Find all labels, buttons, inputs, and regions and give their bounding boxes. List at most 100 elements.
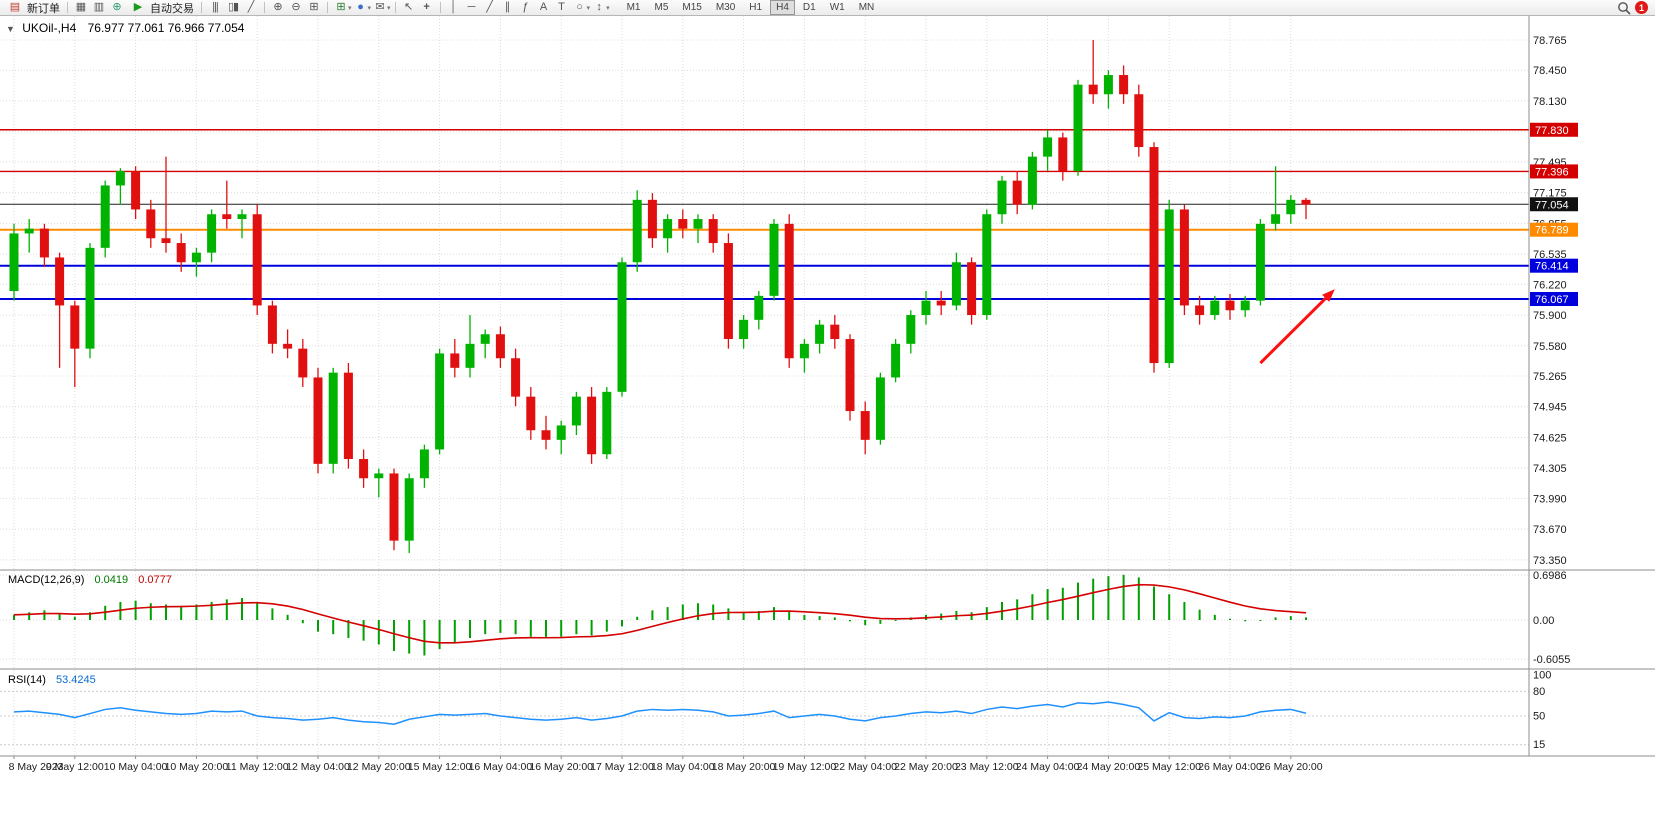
trendline-icon[interactable] <box>481 0 499 15</box>
axis-label: 77.396 <box>1535 166 1569 178</box>
world-icon[interactable] <box>108 0 126 15</box>
timeframe-H1[interactable]: H1 <box>749 2 763 13</box>
axis-label: 78.130 <box>1533 96 1567 108</box>
crosshair-icon[interactable] <box>418 0 436 15</box>
time-axis[interactable] <box>0 756 1655 824</box>
axis-label: 15 <box>1533 739 1545 751</box>
axis-label: 77.054 <box>1535 199 1569 211</box>
chevron-down-icon[interactable]: ▾ <box>387 4 391 12</box>
timeframe-D1[interactable]: D1 <box>802 2 816 13</box>
axis-label: 22 May 04:00 <box>833 761 897 773</box>
print-icon[interactable] <box>90 0 108 15</box>
axis-label: 10 May 20:00 <box>165 761 229 773</box>
axis-label: 11 May 12:00 <box>226 761 289 773</box>
fibonacci-icon[interactable] <box>517 0 535 15</box>
autotrading-label: 自动交易 <box>150 2 194 15</box>
axis-label: 76.220 <box>1533 279 1567 291</box>
axis-label: 10 May 04:00 <box>104 761 168 773</box>
vertical-line-icon[interactable] <box>445 0 463 15</box>
equidistant-channel-icon[interactable] <box>499 0 517 15</box>
axis-label: 12 May 04:00 <box>286 761 350 773</box>
price-badge <box>1530 197 1578 212</box>
axis-label: 76.535 <box>1533 249 1567 261</box>
axis-label: 16 May 04:00 <box>469 761 533 773</box>
axis-label: 8 May 2023 <box>9 761 64 773</box>
timeframe-group: M1 M5 M15 M30 H1 H4 D1 W1 MN <box>620 0 882 15</box>
search-icon[interactable] <box>1617 1 1631 15</box>
price-badge <box>1530 258 1578 273</box>
chevron-down-icon[interactable]: ▾ <box>586 4 591 12</box>
axis-label: 73.670 <box>1533 524 1567 536</box>
grid <box>0 16 1529 756</box>
axis-label: 0.00 <box>1533 615 1554 627</box>
axis-label: 75.900 <box>1533 310 1567 322</box>
timeframe-H4[interactable]: H4 <box>770 0 795 15</box>
new-order-button[interactable]: 新订单 <box>3 0 63 16</box>
axis-label: 22 May 20:00 <box>894 761 958 773</box>
line-chart-icon[interactable] <box>242 0 260 15</box>
macd-value: 0.0419 <box>94 574 129 586</box>
rsi-line <box>13 701 1307 725</box>
axis-label: 75.265 <box>1533 371 1567 383</box>
timeframe-M15[interactable]: M15 <box>682 2 702 13</box>
play-icon <box>129 0 147 15</box>
timeframe-M30[interactable]: M30 <box>715 2 736 13</box>
candles-chart-icon[interactable] <box>224 0 242 15</box>
axis-label: 24 May 04:00 <box>1016 761 1080 773</box>
horizontal-line-icon[interactable] <box>463 0 481 15</box>
bars-chart-icon[interactable] <box>206 0 224 15</box>
trend-arrow-annotation[interactable] <box>1259 289 1335 365</box>
macd-panel <box>13 574 1307 656</box>
axis-label: 19 May 12:00 <box>773 761 837 773</box>
zoom-in-icon[interactable] <box>269 0 287 15</box>
axis-label: 18 May 20:00 <box>712 761 776 773</box>
axis-label: 76.789 <box>1535 225 1569 237</box>
chart-window-icon[interactable] <box>72 0 90 15</box>
label-icon[interactable] <box>553 0 571 15</box>
chevron-down-icon[interactable]: ▾ <box>348 4 352 12</box>
zoom-out-icon[interactable] <box>287 0 305 15</box>
axis-label: 0.6986 <box>1533 570 1567 582</box>
axis-label: 75.580 <box>1533 341 1567 353</box>
axis-label: 50 <box>1533 711 1545 723</box>
macd-signal-line <box>13 583 1307 644</box>
autotrading-button[interactable]: 自动交易 <box>126 0 197 16</box>
chevron-down-icon[interactable]: ▾ <box>367 4 372 12</box>
timeframe-M5[interactable]: M5 <box>654 2 669 13</box>
timeframe-M1[interactable]: M1 <box>626 2 641 13</box>
axis-label: 76.414 <box>1535 261 1569 273</box>
axis-label: 18 May 04:00 <box>651 761 715 773</box>
axis-label: 26 May 20:00 <box>1259 761 1323 773</box>
main-toolbar: 新订单 自动交易 ▾ ▾ ▾ ▾ ▾ M1M5M15M30H1H4D1W1MN … <box>0 0 1655 16</box>
tile-windows-icon[interactable] <box>305 0 323 15</box>
macd-indicator-label: MACD(12,26,9) 0.0419 0.0777 <box>8 574 172 586</box>
axis-label: 74.945 <box>1533 402 1567 414</box>
notification-badge[interactable]: 1 <box>1635 1 1648 14</box>
axis-label: 12 May 20:00 <box>347 761 411 773</box>
price-badge <box>1530 164 1578 179</box>
axis-label: 26 May 04:00 <box>1198 761 1262 773</box>
price-badge <box>1530 292 1578 307</box>
axis-label: -0.6055 <box>1533 654 1570 666</box>
timeframe-MN[interactable]: MN <box>858 2 875 13</box>
axis-label: 77.830 <box>1535 125 1569 137</box>
price-axis[interactable] <box>1529 16 1655 756</box>
text-icon[interactable] <box>535 0 553 15</box>
axis-label: 17 May 12:00 <box>590 761 654 773</box>
expand-quote-panel-icon[interactable] <box>6 24 15 34</box>
cursor-icon[interactable] <box>400 0 418 15</box>
price-badge <box>1530 122 1578 137</box>
new-order-label: 新订单 <box>27 2 60 15</box>
timeframe-W1[interactable]: W1 <box>829 2 845 13</box>
chart-plot-area[interactable] <box>0 16 1529 756</box>
axis-label: 74.305 <box>1533 463 1567 475</box>
axis-label: 73.990 <box>1533 493 1567 505</box>
symbol-header: UKOil-,H4 76.977 77.061 76.966 77.054 <box>6 21 244 35</box>
price-badge <box>1530 222 1578 237</box>
axis-label: 73.350 <box>1533 555 1567 567</box>
rsi-indicator-label: RSI(14) 53.4245 <box>8 674 96 686</box>
chevron-down-icon[interactable]: ▾ <box>606 4 610 12</box>
axis-label: 100 <box>1533 670 1551 682</box>
symbol-timeframe: UKOil-,H4 <box>22 21 77 35</box>
